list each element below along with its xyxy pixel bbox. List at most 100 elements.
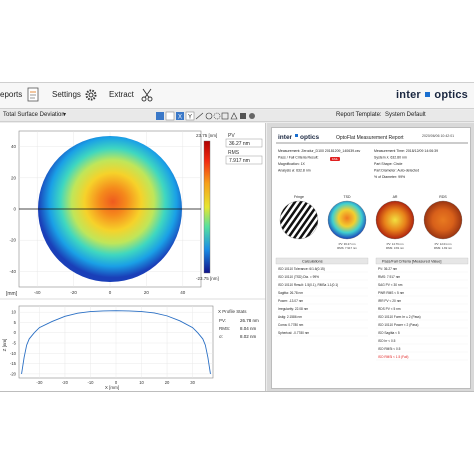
calc-header-bg: [275, 257, 369, 265]
criteria-row: ISO 10110 Power < 2 (Pass): [378, 323, 418, 327]
profile-y-tick-label: -5: [12, 341, 16, 346]
profile-x-tick-label: -10: [87, 380, 94, 385]
report-info-right-row: Part Diameter: Auto-detected: [374, 169, 419, 173]
profile-y-ticks: 10 5 0 -5 -10 -15 -20: [10, 310, 17, 377]
map-y-tick-label: -20: [9, 238, 16, 243]
thumbnail-label: TSD: [344, 195, 351, 199]
criteria-row: PWR RMS < 5 nm: [378, 291, 404, 295]
report-info-left-row: Analysis ø: 632.8 nm: [278, 169, 311, 173]
circle-tool-icon: [205, 112, 213, 120]
report-template-select[interactable]: System Default: [385, 112, 426, 118]
calc-rows: ISO 10110 Tolerance: 6/1.6(0.15) ISO 1011…: [276, 267, 368, 337]
profile-rms-value: 8.04 nm: [240, 326, 257, 331]
report-brand-left: inter: [278, 134, 293, 141]
thumbnail-label: RDS: [439, 195, 447, 199]
pan-tool-icon: [165, 111, 175, 121]
map-x-tick-label: -40: [34, 290, 41, 295]
profile-x-tick-label: 0: [115, 380, 118, 385]
criteria-row: ISO RMSt < 0.5: [378, 347, 401, 351]
zoom-tool-icon: [156, 112, 164, 120]
map-axis-unit: [mm]: [6, 291, 18, 297]
criteria-header: Pass/Fail Criteria [Measured Value]: [382, 260, 441, 264]
thumbnail-label: Fringe: [294, 195, 304, 199]
calc-row: Sagitta: 26.78 nm: [278, 291, 303, 295]
map-y-tick-label: 20: [11, 175, 17, 180]
report-info-right-row: Part Shape: Circle: [374, 162, 402, 166]
profile-pv-label: PV:: [219, 318, 226, 323]
view-bar: Total Surface Deviation ▾ X Y Report Tem…: [0, 110, 474, 122]
report-template-label: Report Template:: [336, 112, 382, 118]
profile-x-tick-label: 30: [190, 380, 195, 385]
settings-tool-icon: [249, 113, 255, 119]
map-y-tick-label: 40: [11, 144, 17, 149]
rms-label: RMS: [228, 150, 240, 156]
profile-x-tick-label: 10: [139, 380, 144, 385]
report-info-right-row: System λ: 632.80 nm: [374, 156, 407, 160]
reports-button[interactable]: eports: [0, 90, 23, 99]
view-selector[interactable]: Total Surface Deviation: [3, 112, 65, 118]
rect-tool-icon: [221, 112, 229, 120]
criteria-row: ISO Irr < 0.5: [378, 339, 396, 343]
profile-y-tick-label: 5: [14, 320, 17, 325]
profile-x-tick-label: 20: [165, 380, 170, 385]
report-icon[interactable]: [26, 87, 40, 103]
settings-button[interactable]: Settings: [52, 90, 81, 99]
map-x-ticks: -40 -20 0 20 40: [34, 290, 186, 295]
thumbnail-stat: RMS: 7.917 nm: [337, 246, 357, 250]
thumbnail-stat: PV: 12.01 nm: [435, 242, 453, 246]
y-profile-icon: [185, 111, 195, 121]
svg-text:Y: Y: [188, 115, 192, 121]
extract-button[interactable]: Extract: [109, 90, 134, 99]
profile-y-tick-label: -20: [10, 371, 17, 376]
report-brand-square-icon: [295, 134, 298, 137]
chevron-down-icon[interactable]: ▾: [63, 112, 67, 118]
thumbnail-stat: RMS: 3.81 nm: [386, 246, 405, 250]
line-tool-icon: [195, 112, 204, 120]
tsd-thumbnail: [327, 200, 367, 240]
criteria-row: ISO RMSi < 1.5 (Fail): [378, 355, 408, 359]
brand-logo: inter optics: [396, 89, 468, 101]
brand-left-text: inter: [396, 89, 421, 101]
calc-row: Irregularity: 22.08 nm: [278, 307, 308, 311]
pv-box: [225, 138, 263, 148]
report-page[interactable]: inter optics OptoFlat Measurement Report…: [271, 127, 471, 389]
criteria-row: RDS PV < 5 nm: [378, 307, 401, 311]
scissors-icon[interactable]: [140, 87, 154, 103]
report-brand-right: optics: [300, 134, 320, 141]
calc-row: ISO 10110 Result: 1.5(0.1), RMSa 1.1(0.1…: [278, 283, 338, 287]
profile-pv-value: 26.78 nm: [240, 318, 259, 323]
view-tools: X Y: [156, 111, 255, 121]
gear-icon[interactable]: [84, 87, 98, 103]
mask-tool-icon: [240, 113, 246, 119]
profile-y-tick-label: 0: [14, 330, 17, 335]
criteria-row: SAG PV < 30 nm: [378, 283, 403, 287]
report-info-right: Measurement Time: 2018/12/09 14:06:39 Sys…: [374, 149, 438, 179]
profile-stats-title: X Profile Stats: [218, 309, 247, 314]
report-timestamp: 2020/06/06 10:42:01: [422, 134, 454, 138]
criteria-row: ISO Sagitta < 5: [378, 331, 400, 335]
pv-value: 36.27 nm: [229, 141, 250, 147]
profile-y-tick-label: -10: [10, 351, 17, 356]
calc-row: Spherical: -0.7780 nm: [278, 331, 310, 335]
map-y-tick-label: -40: [9, 269, 16, 274]
calc-header: Calculations: [302, 260, 323, 264]
criteria-header-bg: [375, 257, 469, 265]
profile-series-line: [21, 310, 211, 374]
thumbnail-stat: RMS: 1.82 nm: [434, 246, 453, 250]
profile-sigma-value: 8.02 nm: [240, 334, 257, 339]
report-info-left-row: Measurement: Zerodur_D100 20181209_14063…: [278, 149, 361, 153]
thumbnail-label: AR: [393, 195, 398, 199]
profile-rms-label: RMS:: [219, 326, 230, 331]
report-preview-panel: inter optics OptoFlat Measurement Report…: [267, 123, 474, 391]
profile-xlabel: X [mm]: [105, 385, 119, 390]
report-title: OptoFlat Measurement Report: [336, 135, 404, 141]
profile-sigma-label: σ:: [219, 334, 223, 339]
app-window: eports Settings Extract inter optics Tot…: [0, 82, 474, 392]
profile-grid: [19, 306, 213, 378]
main-toolbar: eports Settings Extract inter optics: [0, 83, 474, 109]
criteria-row: ISO 10110 Form Irr ≤ 2 (Pass): [378, 315, 421, 319]
profile-x-tick-label: -30: [36, 380, 43, 385]
dashed-circle-icon: [213, 112, 221, 120]
pv-label: PV: [228, 133, 235, 139]
